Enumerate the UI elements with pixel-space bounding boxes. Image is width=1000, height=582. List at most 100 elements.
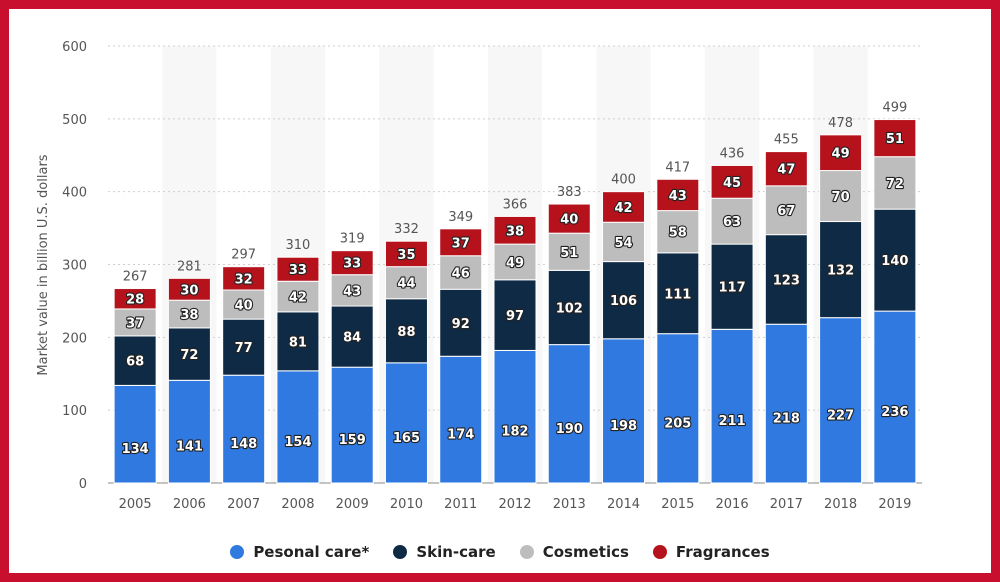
data-label: 236 — [881, 405, 908, 420]
total-label: 499 — [882, 101, 907, 116]
total-label: 366 — [503, 197, 528, 212]
bar-segment-cosmetics — [113, 308, 157, 337]
bar-segment-skin-care — [656, 252, 700, 335]
x-tick-label: 2015 — [661, 497, 694, 512]
legend-swatch-icon — [393, 545, 408, 559]
bar-segment-pesonal-care — [819, 317, 863, 484]
bar-segment-fragrances — [602, 191, 646, 223]
data-label: 49 — [506, 256, 524, 271]
legend-item[interactable]: Cosmetics — [519, 543, 629, 561]
data-label: 38 — [506, 224, 524, 239]
x-tick-label: 2014 — [607, 497, 640, 512]
data-label: 33 — [343, 257, 361, 272]
legend-label: Skin-care — [416, 543, 496, 561]
data-label: 123 — [773, 273, 800, 288]
x-tick-label: 2018 — [824, 497, 857, 512]
data-label: 54 — [614, 236, 632, 251]
data-label: 211 — [718, 414, 745, 429]
y-tick-label: 400 — [62, 186, 87, 201]
legend-label: Cosmetics — [542, 543, 629, 561]
legend-item[interactable]: Skin-care — [393, 543, 496, 561]
legend-swatch-icon — [652, 545, 667, 559]
data-label: 44 — [397, 277, 415, 292]
bar-segment-fragrances — [276, 256, 320, 282]
x-tick-label: 2006 — [173, 497, 206, 512]
total-label: 400 — [611, 173, 636, 188]
bar-segment-skin-care — [764, 234, 808, 325]
bar-segment-fragrances — [656, 178, 700, 212]
data-label: 46 — [452, 267, 470, 282]
bar-segment-fragrances — [710, 164, 754, 199]
x-tick-label: 2019 — [878, 497, 911, 512]
legend-item[interactable]: Pesonal care* — [230, 543, 369, 561]
y-tick-label: 100 — [62, 404, 87, 419]
bar-segment-pesonal-care — [873, 310, 917, 484]
bar-segment-cosmetics — [547, 232, 591, 271]
data-label: 37 — [452, 236, 470, 251]
x-tick-label: 2012 — [498, 497, 531, 512]
data-label: 182 — [501, 425, 528, 440]
x-tick-label: 2008 — [281, 497, 314, 512]
legend-label: Fragrances — [675, 543, 770, 561]
bar-segment-skin-care — [330, 305, 374, 368]
total-label: 455 — [774, 133, 799, 148]
bar-segment-pesonal-care — [384, 362, 428, 484]
y-tick-label: 500 — [62, 113, 87, 128]
x-tick-label: 2013 — [553, 497, 586, 512]
data-label: 81 — [289, 335, 307, 350]
x-tick-label: 2017 — [770, 497, 803, 512]
bar-segment-skin-care — [819, 221, 863, 319]
bar-segment-cosmetics — [276, 280, 320, 313]
data-label: 106 — [610, 294, 637, 309]
total-label: 383 — [557, 185, 582, 200]
legend-label: Pesonal care* — [253, 543, 370, 561]
data-label: 92 — [452, 317, 470, 332]
data-label: 67 — [777, 204, 795, 219]
bar-segment-fragrances — [493, 215, 537, 245]
data-label: 102 — [556, 301, 583, 316]
legend-item[interactable]: Fragrances — [652, 543, 770, 561]
data-label: 33 — [289, 263, 307, 278]
bar-segment-skin-care — [710, 243, 754, 330]
data-label: 42 — [614, 201, 632, 216]
bar-segment-skin-care — [493, 279, 537, 351]
bar-segment-cosmetics — [493, 243, 537, 281]
data-label: 159 — [339, 433, 366, 448]
data-label: 134 — [122, 442, 149, 457]
total-label: 478 — [828, 116, 853, 131]
x-tick-label: 2011 — [444, 497, 477, 512]
legend: Pesonal care* Skin-care Cosmetics Fragrance… — [0, 543, 1000, 561]
bar-segment-pesonal-care — [656, 333, 700, 484]
bar-segment-fragrances — [113, 288, 157, 310]
data-label: 40 — [560, 213, 578, 228]
data-label: 72 — [886, 177, 904, 192]
bar-segment-cosmetics — [602, 221, 646, 263]
bar-segment-cosmetics — [222, 289, 266, 320]
data-label: 88 — [397, 325, 415, 340]
bars: 134 68 37 28 267 141 72 38 30 281 148 77 40 32 297 154 8… — [113, 101, 917, 484]
data-label: 35 — [397, 248, 415, 263]
bar-segment-pesonal-care — [439, 355, 483, 484]
bar-segment-skin-care — [167, 327, 211, 381]
bar-segment-cosmetics — [656, 210, 700, 254]
data-label: 43 — [343, 284, 361, 299]
data-label: 198 — [610, 419, 637, 434]
data-label: 47 — [777, 163, 795, 178]
total-label: 267 — [123, 270, 148, 285]
bar-segment-cosmetics — [873, 156, 917, 210]
x-tick-label: 2007 — [227, 497, 260, 512]
data-label: 218 — [773, 412, 800, 427]
bar-segment-pesonal-care — [167, 379, 211, 484]
bar-segment-pesonal-care — [276, 370, 320, 484]
data-label: 205 — [664, 416, 691, 431]
bar-segment-cosmetics — [819, 170, 863, 223]
data-label: 38 — [180, 308, 198, 323]
x-tick-label: 2005 — [119, 497, 152, 512]
bar-segment-pesonal-care — [710, 328, 754, 484]
total-label: 332 — [394, 222, 419, 237]
total-label: 436 — [720, 146, 745, 161]
bar-segment-fragrances — [873, 119, 917, 158]
data-label: 51 — [886, 132, 904, 147]
data-label: 132 — [827, 264, 854, 279]
